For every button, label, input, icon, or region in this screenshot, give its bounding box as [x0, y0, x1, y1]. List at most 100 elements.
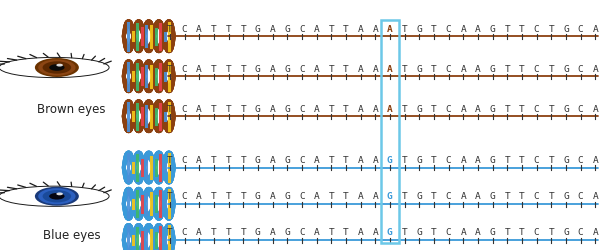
Text: A: A [358, 104, 364, 114]
Text: T: T [431, 192, 437, 201]
Text: A: A [270, 104, 275, 114]
Text: G: G [255, 228, 261, 237]
Text: T: T [167, 64, 172, 74]
Text: T: T [225, 156, 231, 165]
Text: A: A [358, 228, 364, 237]
Text: C: C [446, 228, 451, 237]
Text: T: T [343, 192, 349, 201]
Text: A: A [593, 192, 598, 201]
Text: T: T [328, 156, 334, 165]
Text: T: T [519, 156, 525, 165]
Ellipse shape [0, 186, 109, 206]
Text: A: A [270, 64, 275, 74]
Text: G: G [387, 156, 392, 165]
Text: A: A [373, 24, 378, 34]
Text: A: A [358, 64, 364, 74]
Text: A: A [314, 64, 319, 74]
Text: G: G [416, 24, 422, 34]
Ellipse shape [0, 58, 109, 78]
Text: G: G [284, 156, 290, 165]
Text: G: G [490, 104, 495, 114]
Text: A: A [460, 24, 466, 34]
Text: G: G [284, 64, 290, 74]
Text: G: G [490, 64, 495, 74]
Text: T: T [167, 192, 172, 201]
Text: C: C [446, 24, 451, 34]
Text: T: T [401, 104, 407, 114]
Wedge shape [2, 195, 12, 200]
Text: A: A [358, 156, 364, 165]
Text: C: C [182, 104, 188, 114]
Text: T: T [401, 24, 407, 34]
Text: A: A [593, 24, 598, 34]
Text: A: A [314, 156, 319, 165]
Text: G: G [416, 192, 422, 201]
Text: C: C [299, 24, 305, 34]
Circle shape [43, 190, 71, 202]
Text: C: C [299, 104, 305, 114]
Text: T: T [504, 64, 510, 74]
Text: T: T [328, 24, 334, 34]
Text: T: T [211, 192, 217, 201]
Text: C: C [182, 64, 188, 74]
Text: T: T [225, 24, 231, 34]
Text: A: A [373, 228, 378, 237]
Text: G: G [416, 228, 422, 237]
Text: G: G [255, 64, 261, 74]
Text: A: A [197, 156, 202, 165]
Text: T: T [167, 24, 172, 34]
Text: G: G [387, 192, 392, 201]
Wedge shape [2, 66, 12, 71]
Text: T: T [519, 64, 525, 74]
Circle shape [35, 58, 79, 77]
Text: T: T [343, 24, 349, 34]
Text: T: T [343, 228, 349, 237]
Text: T: T [431, 64, 437, 74]
Text: T: T [401, 156, 407, 165]
Text: G: G [284, 228, 290, 237]
Text: T: T [167, 104, 172, 114]
Text: A: A [314, 228, 319, 237]
Text: T: T [225, 64, 231, 74]
Text: T: T [548, 104, 554, 114]
Text: C: C [534, 24, 540, 34]
Text: C: C [446, 64, 451, 74]
Text: C: C [534, 104, 540, 114]
Text: T: T [328, 104, 334, 114]
Text: C: C [578, 228, 584, 237]
Text: G: G [284, 192, 290, 201]
Text: T: T [211, 64, 217, 74]
Text: G: G [416, 156, 422, 165]
Text: T: T [519, 24, 525, 34]
Text: A: A [460, 228, 466, 237]
Circle shape [49, 64, 64, 71]
Text: A: A [270, 192, 275, 201]
Text: T: T [240, 24, 246, 34]
Text: G: G [490, 156, 495, 165]
Text: A: A [475, 64, 481, 74]
Text: A: A [373, 64, 378, 74]
Text: G: G [416, 64, 422, 74]
Text: A: A [460, 156, 466, 165]
Text: T: T [328, 192, 334, 201]
Text: A: A [197, 24, 202, 34]
Text: C: C [578, 24, 584, 34]
Text: A: A [475, 228, 481, 237]
Text: A: A [270, 24, 275, 34]
Text: T: T [343, 104, 349, 114]
Text: T: T [548, 156, 554, 165]
Text: C: C [299, 192, 305, 201]
Text: C: C [534, 156, 540, 165]
Text: A: A [593, 228, 598, 237]
Text: T: T [343, 64, 349, 74]
Text: G: G [490, 24, 495, 34]
Text: T: T [519, 228, 525, 237]
Text: C: C [446, 156, 451, 165]
Text: T: T [211, 156, 217, 165]
Text: A: A [475, 156, 481, 165]
Text: C: C [446, 192, 451, 201]
Text: A: A [197, 104, 202, 114]
Text: T: T [504, 228, 510, 237]
Circle shape [38, 60, 76, 76]
Text: T: T [519, 192, 525, 201]
